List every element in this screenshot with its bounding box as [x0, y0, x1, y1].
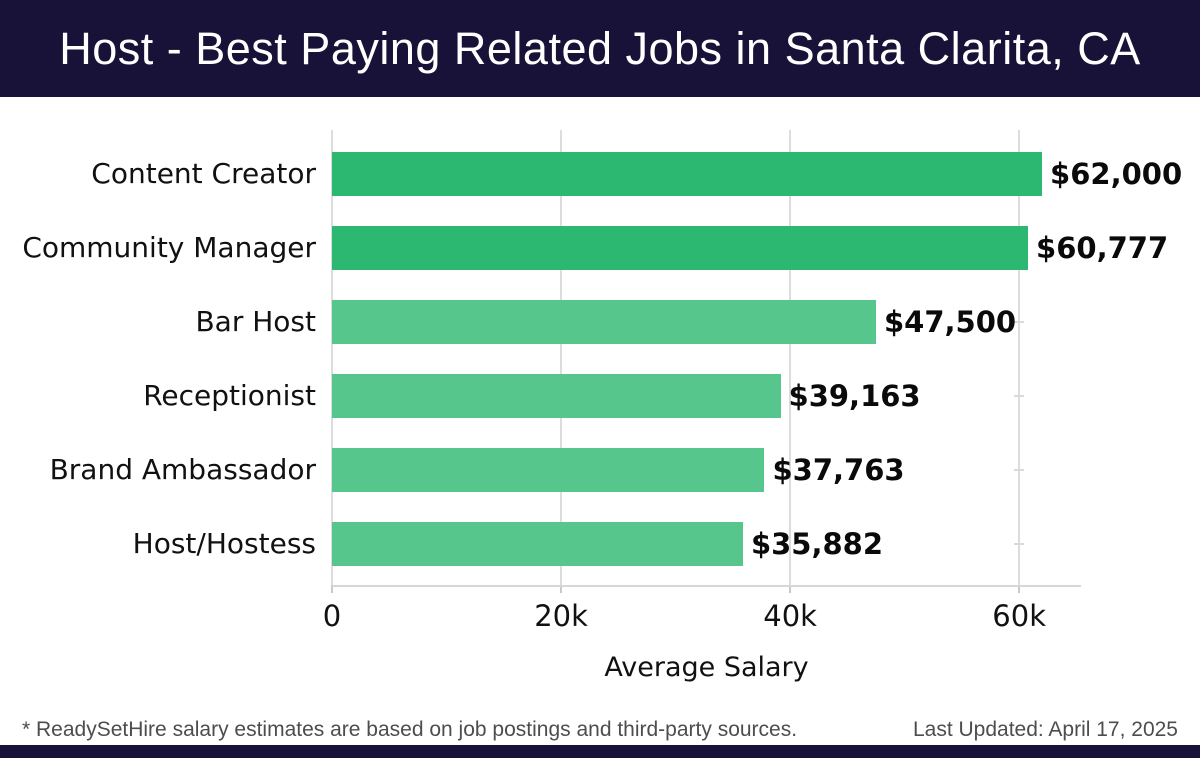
- category-label: Content Creator: [91, 157, 316, 190]
- x-tick-mark: [560, 585, 563, 593]
- salary-bar: [332, 300, 876, 344]
- category-label: Receptionist: [143, 379, 316, 412]
- x-tick-label: 20k: [534, 599, 588, 633]
- x-tick-mark: [1018, 585, 1021, 593]
- gridline: [1018, 130, 1021, 585]
- axis-notch: [1014, 395, 1025, 397]
- axis-notch: [1014, 321, 1025, 323]
- x-tick-label: 60k: [992, 599, 1046, 633]
- axis-notch: [1014, 469, 1025, 471]
- axis-notch: [1014, 543, 1025, 545]
- x-tick-mark: [789, 585, 792, 593]
- value-label: $39,163: [788, 379, 921, 413]
- x-tick-label: 40k: [763, 599, 817, 633]
- value-label: $47,500: [883, 305, 1017, 339]
- value-label: $37,763: [772, 453, 905, 487]
- y-axis-spine: [331, 130, 333, 585]
- category-label: Community Manager: [22, 231, 316, 264]
- gridline: [789, 130, 792, 585]
- value-label: $35,882: [750, 527, 884, 561]
- salary-bar: [332, 152, 1043, 196]
- salary-bar: [332, 448, 765, 492]
- salary-bar: [332, 374, 781, 418]
- gridline: [560, 130, 563, 585]
- value-label: $60,777: [1036, 231, 1169, 265]
- title-bar: Host - Best Paying Related Jobs in Santa…: [0, 0, 1200, 97]
- category-label: Brand Ambassador: [49, 453, 316, 486]
- footer-disclaimer: * ReadySetHire salary estimates are base…: [22, 718, 798, 741]
- value-label: $62,000: [1050, 157, 1183, 191]
- salary-bar: [332, 226, 1029, 270]
- x-tick-label: 0: [322, 599, 342, 633]
- salary-bar: [332, 522, 743, 566]
- category-label: Host/Hostess: [132, 527, 316, 560]
- x-axis-title: Average Salary: [604, 652, 809, 683]
- bar-chart: 0 20k 40k 60k Content Creator $62,000 Communit…: [0, 97, 1200, 683]
- footer-last-updated: Last Updated: April 17, 2025: [912, 718, 1178, 741]
- x-tick-mark: [331, 585, 333, 593]
- category-label: Bar Host: [195, 305, 316, 338]
- bottom-accent-stripe: [0, 745, 1200, 758]
- x-axis-line: [332, 585, 1081, 587]
- chart-title: Host - Best Paying Related Jobs in Santa…: [59, 22, 1141, 74]
